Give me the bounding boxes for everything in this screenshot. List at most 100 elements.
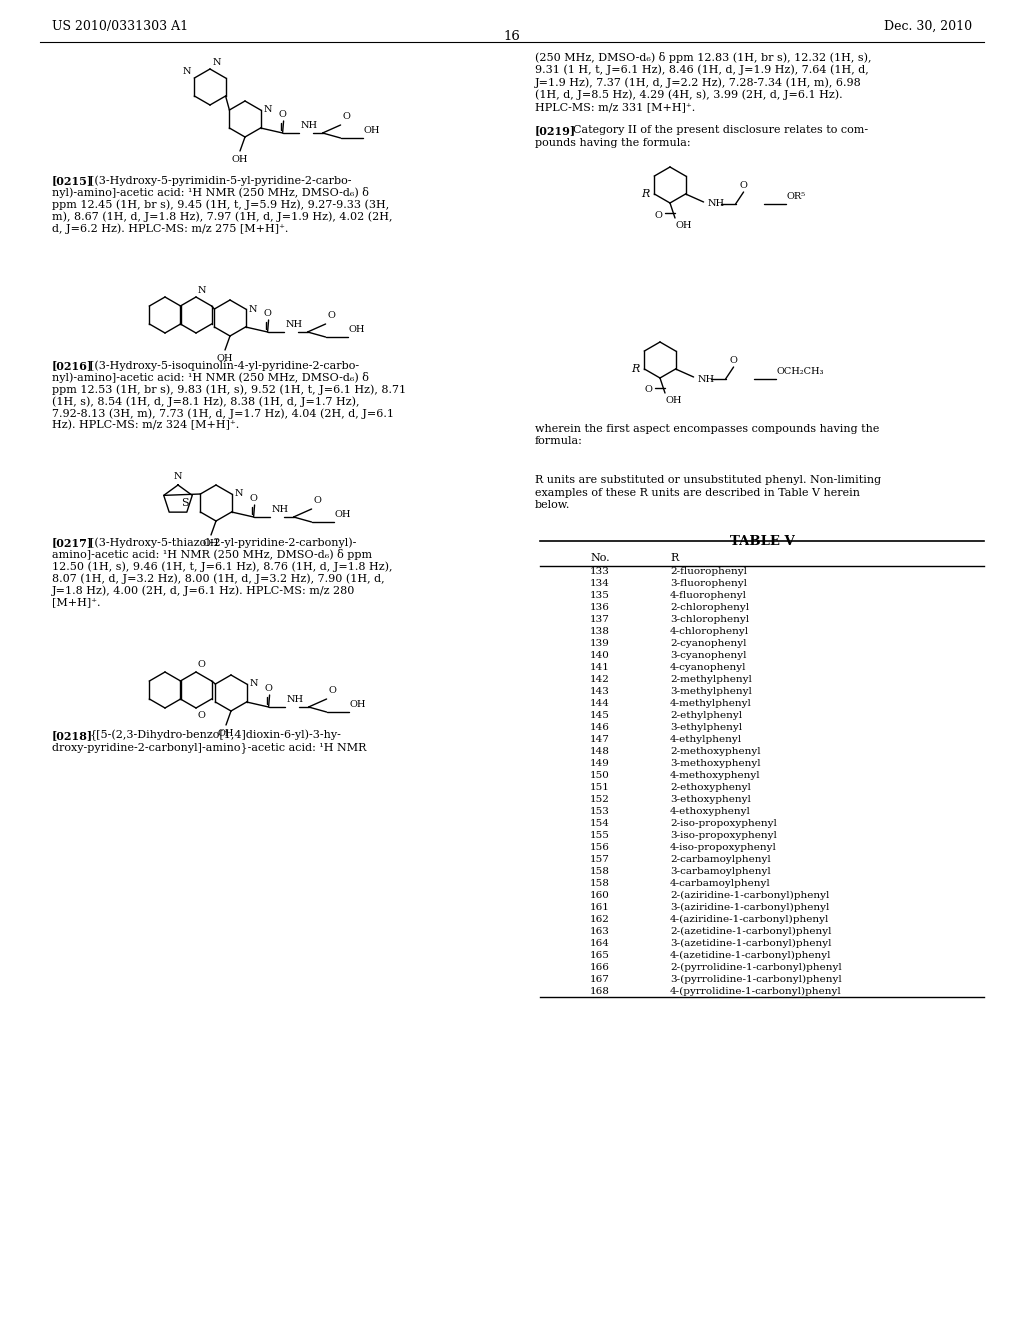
Text: 2-ethylphenyl: 2-ethylphenyl [670,711,742,719]
Text: examples of these R units are described in Table V herein: examples of these R units are described … [535,487,860,498]
Text: N: N [263,106,272,115]
Text: 12.50 (1H, s), 9.46 (1H, t, J=6.1 Hz), 8.76 (1H, d, J=1.8 Hz),: 12.50 (1H, s), 9.46 (1H, t, J=6.1 Hz), 8… [52,561,392,572]
Text: nyl)-amino]-acetic acid: ¹H NMR (250 MHz, DMSO-d₆) δ: nyl)-amino]-acetic acid: ¹H NMR (250 MHz… [52,187,369,198]
Text: droxy-pyridine-2-carbonyl]-amino}-acetic acid: ¹H NMR: droxy-pyridine-2-carbonyl]-amino}-acetic… [52,742,367,752]
Text: OH: OH [665,396,682,405]
Text: 4-(aziridine-1-carbonyl)phenyl: 4-(aziridine-1-carbonyl)phenyl [670,915,829,924]
Text: N: N [174,473,182,480]
Text: 154: 154 [590,818,610,828]
Text: O: O [739,181,748,190]
Text: nyl)-amino]-acetic acid: ¹H NMR (250 MHz, DMSO-d₆) δ: nyl)-amino]-acetic acid: ¹H NMR (250 MHz… [52,372,369,383]
Text: J=1.8 Hz), 4.00 (2H, d, J=6.1 Hz). HPLC-MS: m/z 280: J=1.8 Hz), 4.00 (2H, d, J=6.1 Hz). HPLC-… [52,585,355,595]
Text: 4-ethoxyphenyl: 4-ethoxyphenyl [670,807,751,816]
Text: N: N [213,58,221,67]
Text: NH: NH [301,121,317,129]
Text: N: N [234,490,243,499]
Text: OCH₂CH₃: OCH₂CH₃ [776,367,824,376]
Text: [0218]: [0218] [52,730,93,741]
Text: amino]-acetic acid: ¹H NMR (250 MHz, DMSO-d₆) δ ppm: amino]-acetic acid: ¹H NMR (250 MHz, DMS… [52,549,372,560]
Text: 161: 161 [590,903,610,912]
Text: [(3-Hydroxy-5-isoquinolin-4-yl-pyridine-2-carbo-: [(3-Hydroxy-5-isoquinolin-4-yl-pyridine-… [90,360,359,371]
Text: US 2010/0331303 A1: US 2010/0331303 A1 [52,20,188,33]
Text: 140: 140 [590,651,610,660]
Text: m), 8.67 (1H, d, J=1.8 Hz), 7.97 (1H, d, J=1.9 Hz), 4.02 (2H,: m), 8.67 (1H, d, J=1.8 Hz), 7.97 (1H, d,… [52,211,392,222]
Text: Hz). HPLC-MS: m/z 324 [M+H]⁺.: Hz). HPLC-MS: m/z 324 [M+H]⁺. [52,420,240,430]
Text: Dec. 30, 2010: Dec. 30, 2010 [884,20,972,33]
Text: 2-methoxyphenyl: 2-methoxyphenyl [670,747,761,756]
Text: O: O [343,112,350,121]
Text: O: O [279,110,287,119]
Text: OH: OH [231,154,248,164]
Text: OH: OH [203,539,219,548]
Text: 16: 16 [504,30,520,44]
Text: [(3-Hydroxy-5-thiazol-2-yl-pyridine-2-carbonyl)-: [(3-Hydroxy-5-thiazol-2-yl-pyridine-2-ca… [90,537,356,548]
Text: R: R [641,189,649,199]
Text: (1H, s), 8.54 (1H, d, J=8.1 Hz), 8.38 (1H, d, J=1.7 Hz),: (1H, s), 8.54 (1H, d, J=8.1 Hz), 8.38 (1… [52,396,359,407]
Text: 4-methoxyphenyl: 4-methoxyphenyl [670,771,761,780]
Text: 4-cyanophenyl: 4-cyanophenyl [670,663,746,672]
Text: 2-fluorophenyl: 2-fluorophenyl [670,568,746,576]
Text: OH: OH [349,700,367,709]
Text: O: O [250,494,257,503]
Text: (250 MHz, DMSO-d₆) δ ppm 12.83 (1H, br s), 12.32 (1H, s),: (250 MHz, DMSO-d₆) δ ppm 12.83 (1H, br s… [535,51,871,63]
Text: {[5-(2,3-Dihydro-benzo[1,4]dioxin-6-yl)-3-hy-: {[5-(2,3-Dihydro-benzo[1,4]dioxin-6-yl)-… [90,730,342,742]
Text: 158: 158 [590,879,610,888]
Text: 2-(azetidine-1-carbonyl)phenyl: 2-(azetidine-1-carbonyl)phenyl [670,927,831,936]
Text: 152: 152 [590,795,610,804]
Text: 3-carbamoylphenyl: 3-carbamoylphenyl [670,867,771,876]
Text: 3-(aziridine-1-carbonyl)phenyl: 3-(aziridine-1-carbonyl)phenyl [670,903,829,912]
Text: 147: 147 [590,735,610,744]
Text: NH: NH [286,319,303,329]
Text: 4-(pyrrolidine-1-carbonyl)phenyl: 4-(pyrrolidine-1-carbonyl)phenyl [670,987,842,997]
Text: 164: 164 [590,939,610,948]
Text: OH: OH [348,325,366,334]
Text: O: O [197,711,205,719]
Text: 156: 156 [590,843,610,851]
Text: d, J=6.2 Hz). HPLC-MS: m/z 275 [M+H]⁺.: d, J=6.2 Hz). HPLC-MS: m/z 275 [M+H]⁺. [52,223,289,234]
Text: 153: 153 [590,807,610,816]
Text: R units are substituted or unsubstituted phenyl. Non-limiting: R units are substituted or unsubstituted… [535,475,881,484]
Text: 136: 136 [590,603,610,612]
Text: 133: 133 [590,568,610,576]
Text: [0219]: [0219] [535,125,577,136]
Text: 151: 151 [590,783,610,792]
Text: 142: 142 [590,675,610,684]
Text: O: O [644,385,652,395]
Text: 3-methoxyphenyl: 3-methoxyphenyl [670,759,761,768]
Text: 3-fluorophenyl: 3-fluorophenyl [670,579,746,587]
Text: 2-(aziridine-1-carbonyl)phenyl: 2-(aziridine-1-carbonyl)phenyl [670,891,829,900]
Text: 138: 138 [590,627,610,636]
Text: 3-chlorophenyl: 3-chlorophenyl [670,615,750,624]
Text: 3-ethylphenyl: 3-ethylphenyl [670,723,742,733]
Text: (1H, d, J=8.5 Hz), 4.29 (4H, s), 3.99 (2H, d, J=6.1 Hz).: (1H, d, J=8.5 Hz), 4.29 (4H, s), 3.99 (2… [535,90,843,100]
Text: O: O [264,684,272,693]
Text: O: O [329,686,337,696]
Text: NH: NH [271,506,289,513]
Text: 162: 162 [590,915,610,924]
Text: 4-fluorophenyl: 4-fluorophenyl [670,591,746,601]
Text: 8.07 (1H, d, J=3.2 Hz), 8.00 (1H, d, J=3.2 Hz), 7.90 (1H, d,: 8.07 (1H, d, J=3.2 Hz), 8.00 (1H, d, J=3… [52,573,385,583]
Text: 144: 144 [590,700,610,708]
Text: 166: 166 [590,964,610,972]
Text: No.: No. [590,553,610,564]
Text: HPLC-MS: m/z 331 [M+H]⁺.: HPLC-MS: m/z 331 [M+H]⁺. [535,102,695,112]
Text: [(3-Hydroxy-5-pyrimidin-5-yl-pyridine-2-carbo-: [(3-Hydroxy-5-pyrimidin-5-yl-pyridine-2-… [90,176,351,186]
Text: formula:: formula: [535,437,583,446]
Text: 4-iso-propoxyphenyl: 4-iso-propoxyphenyl [670,843,777,851]
Text: 137: 137 [590,615,610,624]
Text: 2-chlorophenyl: 2-chlorophenyl [670,603,750,612]
Text: 148: 148 [590,747,610,756]
Text: 158: 158 [590,867,610,876]
Text: O: O [730,356,737,366]
Text: 3-(pyrrolidine-1-carbonyl)phenyl: 3-(pyrrolidine-1-carbonyl)phenyl [670,975,842,985]
Text: 3-iso-propoxyphenyl: 3-iso-propoxyphenyl [670,832,777,840]
Text: S: S [180,499,188,508]
Text: 4-carbamoylphenyl: 4-carbamoylphenyl [670,879,771,888]
Text: wherein the first aspect encompasses compounds having the: wherein the first aspect encompasses com… [535,424,880,434]
Text: 145: 145 [590,711,610,719]
Text: OH: OH [217,354,233,363]
Text: 2-(pyrrolidine-1-carbonyl)phenyl: 2-(pyrrolidine-1-carbonyl)phenyl [670,964,842,972]
Text: ppm 12.53 (1H, br s), 9.83 (1H, s), 9.52 (1H, t, J=6.1 Hz), 8.71: ppm 12.53 (1H, br s), 9.83 (1H, s), 9.52… [52,384,407,395]
Text: 2-ethoxyphenyl: 2-ethoxyphenyl [670,783,751,792]
Text: 167: 167 [590,975,610,983]
